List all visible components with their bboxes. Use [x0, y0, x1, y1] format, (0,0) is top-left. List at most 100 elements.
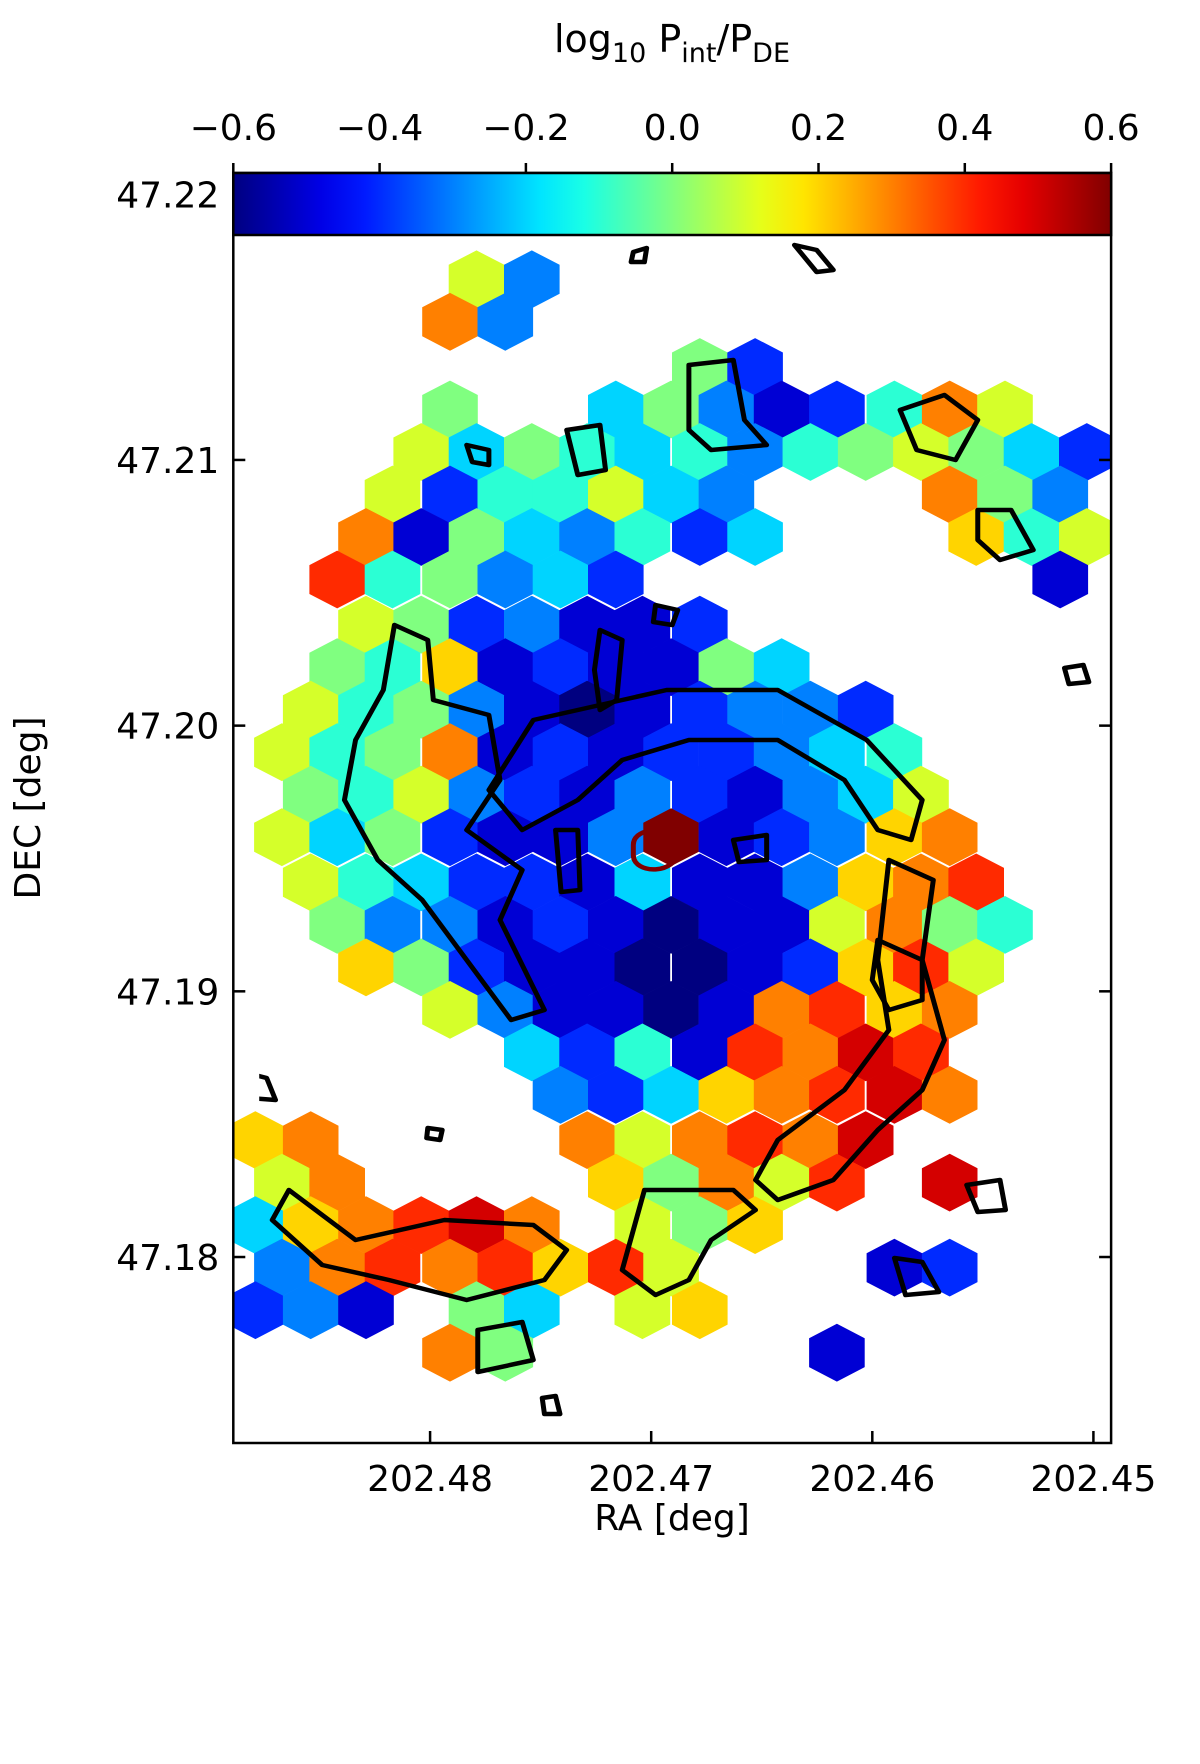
colorbar-tick-label: −0.6: [190, 108, 277, 149]
hex-cell: [559, 938, 615, 997]
hex-cell: [643, 638, 699, 697]
hex-cell: [588, 723, 644, 782]
colorbar-tick-label: −0.4: [336, 108, 423, 149]
hexbin-layer: [233, 250, 1112, 1382]
hex-cell: [782, 938, 839, 997]
hex-cell: [672, 680, 728, 739]
hex-cell: [588, 1153, 644, 1212]
colorbar-label-part: /P: [716, 17, 752, 61]
hex-cell: [698, 638, 755, 697]
hex-cell: [727, 765, 783, 824]
hex-cell: [448, 508, 505, 566]
colorbar-label-part: 10: [612, 38, 646, 69]
hex-cell: [422, 896, 478, 954]
hex-cell: [921, 896, 978, 954]
hex-cell: [309, 1153, 365, 1212]
hex-cell: [698, 808, 755, 867]
hex-cell: [422, 723, 478, 782]
hex-cell: [588, 638, 644, 697]
hex-cell: [614, 1111, 671, 1169]
hex-cell: [532, 550, 589, 609]
hex-cell: [921, 1066, 978, 1124]
hex-cell: [643, 723, 699, 782]
hex-cell: [727, 508, 783, 566]
hex-cell: [532, 1238, 589, 1297]
hex-cell: [866, 1066, 923, 1124]
colorbar-label-part: log: [554, 17, 612, 61]
hex-cell: [1059, 508, 1112, 566]
hex-cell: [977, 896, 1033, 954]
hex-cell: [282, 680, 339, 739]
hex-cell: [1003, 423, 1060, 481]
hex-cell: [477, 550, 534, 609]
colorbar-tick-label: 0.6: [1082, 108, 1139, 149]
colorbar: log10 Pint/PDE −0.6 −0.4 −0.2 0.0 0.2 0.4 0.6: [190, 17, 1140, 237]
hex-cell: [727, 1023, 783, 1082]
hex-cell: [809, 981, 865, 1039]
hex-cell: [672, 765, 728, 824]
hex-cell: [809, 1323, 865, 1382]
hex-cell: [977, 380, 1033, 439]
hex-cell: [422, 808, 478, 867]
hex-cell: [364, 896, 421, 954]
hex-cell: [782, 1023, 839, 1082]
hex-cell: [364, 808, 421, 867]
hex-cell: [698, 465, 755, 524]
hex-cell: [837, 680, 894, 739]
y-tick-label: 47.21: [116, 441, 219, 482]
hex-cell: [448, 595, 505, 654]
hex-cell: [532, 638, 589, 697]
hex-cell: [614, 765, 671, 824]
hex-cell: [753, 1066, 810, 1124]
hex-cell: [364, 550, 421, 609]
hex-cell: [782, 423, 839, 481]
hex-cell: [727, 1196, 783, 1254]
hex-cell: [448, 765, 505, 824]
hex-cell: [393, 508, 450, 566]
hex-cell: [672, 508, 728, 566]
hex-cell: [393, 423, 450, 481]
y-tick-label: 47.22: [116, 175, 219, 216]
hex-cell: [393, 595, 450, 654]
hex-cell: [614, 1023, 671, 1082]
hex-cell: [254, 723, 310, 782]
hex-cell: [504, 680, 560, 739]
hex-cell: [282, 1281, 339, 1340]
hex-cell: [921, 380, 978, 439]
hex-cell: [338, 508, 394, 566]
hex-cell: [643, 1066, 699, 1124]
colorbar-label-part: DE: [752, 38, 790, 69]
hex-cell: [309, 896, 365, 954]
hex-cell: [559, 1111, 615, 1169]
hex-cell: [588, 896, 644, 954]
hex-cell: [672, 853, 728, 912]
hex-cell: [504, 423, 560, 481]
x-tick-label: 202.47: [588, 1459, 714, 1500]
hex-cell: [698, 981, 755, 1039]
hex-cell: [448, 1196, 505, 1254]
hex-cell: [282, 1111, 339, 1169]
hex-cell: [422, 1323, 478, 1382]
colorbar-label-part: P: [646, 17, 681, 61]
hex-cell: [614, 938, 671, 997]
hex-cell: [614, 508, 671, 566]
hex-cell: [1032, 465, 1089, 524]
hex-cell: [727, 338, 783, 396]
hex-cell: [309, 638, 365, 697]
hex-cell: [727, 423, 783, 481]
hex-cell: [588, 808, 644, 867]
hex-cell: [672, 1111, 728, 1169]
hex-cell: [559, 853, 615, 912]
hex-cell: [422, 380, 478, 439]
colorbar-gradient: [232, 171, 1113, 237]
hex-cell: [233, 1281, 284, 1340]
hex-cell: [338, 1281, 394, 1340]
hex-cell: [614, 423, 671, 481]
hex-cell: [532, 1066, 589, 1124]
hex-cell: [422, 292, 478, 351]
colorbar-tick-label: 0.2: [790, 108, 847, 149]
hex-cell: [809, 380, 865, 439]
hex-cell: [393, 938, 450, 997]
hex-cell: [837, 853, 894, 912]
hex-cell: [672, 1023, 728, 1082]
